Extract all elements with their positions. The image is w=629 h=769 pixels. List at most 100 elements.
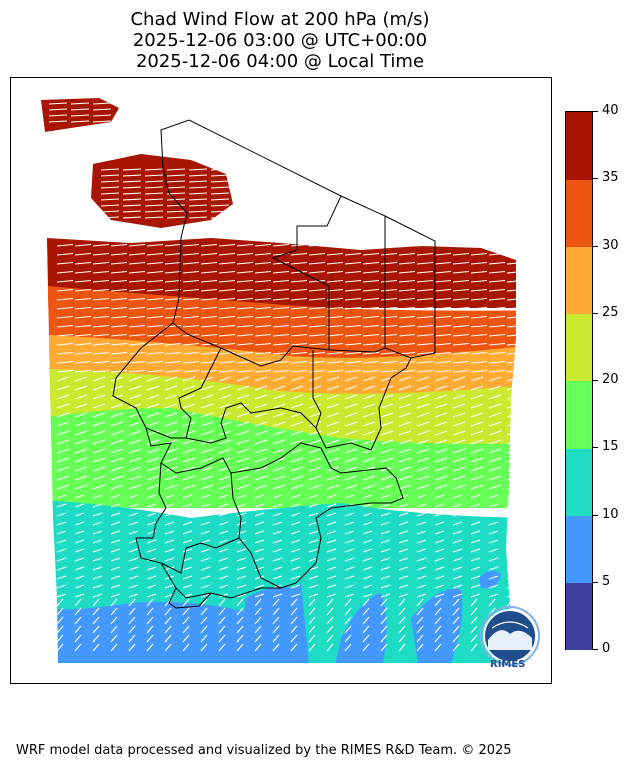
wind-arrow (144, 192, 164, 195)
wind-arrow (128, 324, 146, 328)
wind-arrow (92, 475, 106, 481)
wind-arrow (470, 598, 478, 607)
wind-arrow (128, 288, 146, 292)
wind-arrow (92, 557, 103, 562)
wind-arrow (452, 376, 466, 382)
wind-arrow (110, 421, 124, 427)
wind-arrow (308, 288, 326, 292)
wind-arrow (434, 494, 445, 499)
wind-arrow (362, 616, 370, 625)
wind-arrow (92, 351, 110, 355)
wind-arrow (398, 512, 409, 517)
wind-arrow (146, 288, 164, 292)
wind-arrow (218, 530, 229, 535)
wind-arrow (416, 270, 434, 274)
wind-arrow (506, 412, 520, 418)
wind-arrow (182, 261, 200, 265)
wind-arrow (452, 279, 470, 283)
wind-arrow (164, 548, 175, 553)
wind-arrow (344, 466, 358, 472)
wind-arrow (326, 333, 344, 337)
wind-arrow (380, 521, 391, 526)
wind-arrow (308, 243, 326, 247)
wind-arrow (452, 530, 463, 535)
map-title: Chad Wind Flow at 200 hPa (m/s) (130, 9, 430, 30)
wind-arrow (344, 530, 355, 535)
wind-arrow (380, 315, 398, 319)
wind-arrow (92, 430, 106, 436)
wind-arrow (434, 616, 442, 625)
wind-arrow (488, 475, 502, 481)
wind-arrow (344, 557, 355, 562)
wind-arrow (128, 575, 139, 580)
wind-arrow (398, 439, 412, 445)
wind-arrow (200, 385, 214, 391)
wind-arrow (272, 484, 286, 490)
wind-arrow (326, 530, 337, 535)
wind-arrow (182, 385, 196, 391)
wind-arrow (308, 598, 316, 607)
wind-arrow (326, 252, 344, 256)
wind-arrow (128, 625, 136, 634)
wind-arrow (92, 403, 106, 409)
wind-arrow (56, 575, 67, 580)
wind-arrow (56, 530, 67, 535)
wind-arrow (146, 333, 164, 337)
wind-arrow (344, 342, 362, 346)
wind-arrow (416, 643, 424, 652)
wind-arrow (182, 512, 193, 517)
wind-arrow (218, 548, 229, 553)
wind-arrow (56, 643, 64, 652)
wind-arrow (344, 598, 352, 607)
wind-arrow (434, 575, 445, 580)
wind-arrow (254, 315, 272, 319)
wind-arrow (110, 439, 124, 445)
wind-arrow (380, 512, 391, 517)
wind-arrow (380, 351, 398, 355)
wind-arrow (144, 168, 164, 171)
wind-arrow (200, 315, 218, 319)
wind-arrow (272, 598, 280, 607)
wind-arrow (416, 521, 427, 526)
wind-arrow (452, 351, 470, 355)
wind-arrow (56, 385, 70, 391)
wind-arrow (452, 466, 466, 472)
wind-arrow (92, 369, 110, 373)
wind-arrow (488, 448, 502, 454)
wind-arrow (398, 351, 416, 355)
wind-arrow (398, 593, 409, 598)
wind-arrow (218, 376, 232, 382)
wind-arrow (434, 607, 442, 616)
wind-arrow (210, 198, 230, 201)
wind-arrow (416, 616, 424, 625)
wind-arrow (128, 607, 136, 616)
wind-arrow (164, 539, 175, 544)
wind-arrow (272, 385, 286, 391)
wind-arrow (128, 403, 142, 409)
wind-arrow (452, 360, 470, 364)
wind-arrow (182, 430, 196, 436)
wind-arrow (470, 566, 481, 571)
wind-arrow (56, 351, 74, 355)
wind-arrow (434, 270, 452, 274)
wind-arrow (100, 216, 120, 219)
wind-arrow (164, 333, 182, 337)
wind-arrow (146, 643, 154, 652)
wind-arrow (122, 204, 142, 207)
wind-arrow (398, 466, 412, 472)
wind-arrow (416, 548, 427, 553)
wind-arrow (272, 342, 290, 346)
wind-arrow (308, 342, 326, 346)
wind-arrow (74, 279, 92, 283)
wind-arrow (362, 430, 376, 436)
wind-arrow (470, 279, 488, 283)
wind-arrow (434, 430, 448, 436)
wind-arrow (362, 634, 370, 643)
wind-arrow (452, 484, 466, 490)
wind-arrow (308, 584, 319, 589)
wind-arrow (308, 324, 326, 328)
wind-arrow (164, 521, 175, 526)
wind-arrow (56, 252, 74, 256)
wind-arrow (344, 297, 362, 301)
wind-arrow (434, 385, 448, 391)
